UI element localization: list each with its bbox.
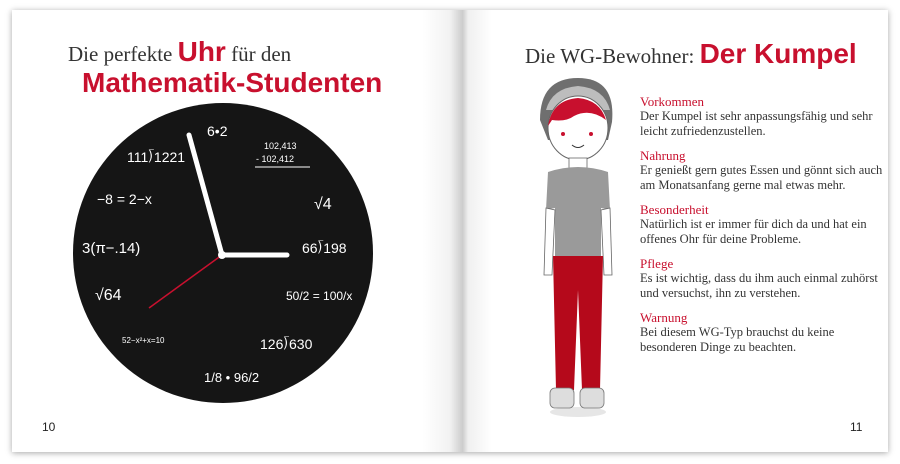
section-text: Natürlich ist er immer für dich da und h…: [640, 217, 867, 246]
section-heading: Warnung: [640, 310, 688, 325]
section-pflege: Pflege Es ist wichtig, dass du ihm auch e…: [640, 256, 885, 301]
clock-label-5: 126⟌630: [260, 336, 313, 352]
clock-label-7: 52−x²+x=10: [122, 336, 165, 345]
clock-second-hand: [148, 254, 223, 309]
section-vorkommen: Vorkommen Der Kumpel ist sehr anpassungsf…: [640, 94, 885, 139]
title-highlight: Der Kumpel: [699, 38, 857, 69]
clock-title-line1: Die perfekte Uhr für den: [68, 38, 291, 67]
clock-center: [218, 251, 226, 259]
section-text: Bei diesem WG-Typ brauchst du keine beso…: [640, 325, 835, 354]
section-text: Der Kumpel ist sehr anpassungsfähig und …: [640, 109, 873, 138]
clock-label-4: 50/2 = 100/x: [286, 289, 352, 303]
clock-label-8: √64: [95, 287, 122, 304]
kumpel-title: Die WG-Bewohner: Der Kumpel: [525, 38, 857, 72]
clock-label-9: 3(π−.14): [82, 240, 140, 257]
section-warnung: Warnung Bei diesem WG-Typ brauchst du kei…: [640, 310, 885, 355]
clock-label-2: √4: [314, 196, 332, 213]
title-text: Die WG-Bewohner:: [525, 44, 695, 68]
clock-label-1a: 102,413: [264, 141, 297, 151]
section-heading: Besonderheit: [640, 202, 709, 217]
clock-label-3: 66⟌198: [302, 240, 347, 256]
section-text: Er genießt gern gutes Essen und gönnt si…: [640, 163, 883, 192]
clock-title-line2: Mathematik-Studenten: [82, 67, 383, 98]
book-gutter: [422, 10, 492, 452]
clock-label-11: 111⟌1221: [127, 149, 185, 165]
section-heading: Nahrung: [640, 148, 686, 163]
title-text: Die perfekte: [68, 42, 173, 66]
section-text: Es ist wichtig, dass du ihm auch einmal …: [640, 271, 878, 300]
kumpel-illustration: [540, 78, 613, 417]
kumpel-sections: Vorkommen Der Kumpel ist sehr anpassungsf…: [640, 94, 885, 355]
section-nahrung: Nahrung Er genießt gern gutes Essen und g…: [640, 148, 885, 193]
section-heading: Vorkommen: [640, 94, 705, 109]
clock-label-10: −8 = 2−x: [97, 191, 152, 207]
title-highlight: Uhr: [177, 36, 226, 67]
clock-label-6: 1/8 • 96/2: [204, 370, 259, 385]
clock-hour-hand: [186, 132, 225, 258]
clock-label-1b: - 102,412: [256, 154, 294, 164]
clock-label-12: 6•2: [207, 123, 228, 139]
page-number-left: 10: [42, 420, 56, 434]
section-besonderheit: Besonderheit Natürlich ist er immer für d…: [640, 202, 885, 247]
section-heading: Pflege: [640, 256, 674, 271]
page-number-right: 11: [850, 420, 863, 434]
title-text: für den: [231, 42, 292, 66]
